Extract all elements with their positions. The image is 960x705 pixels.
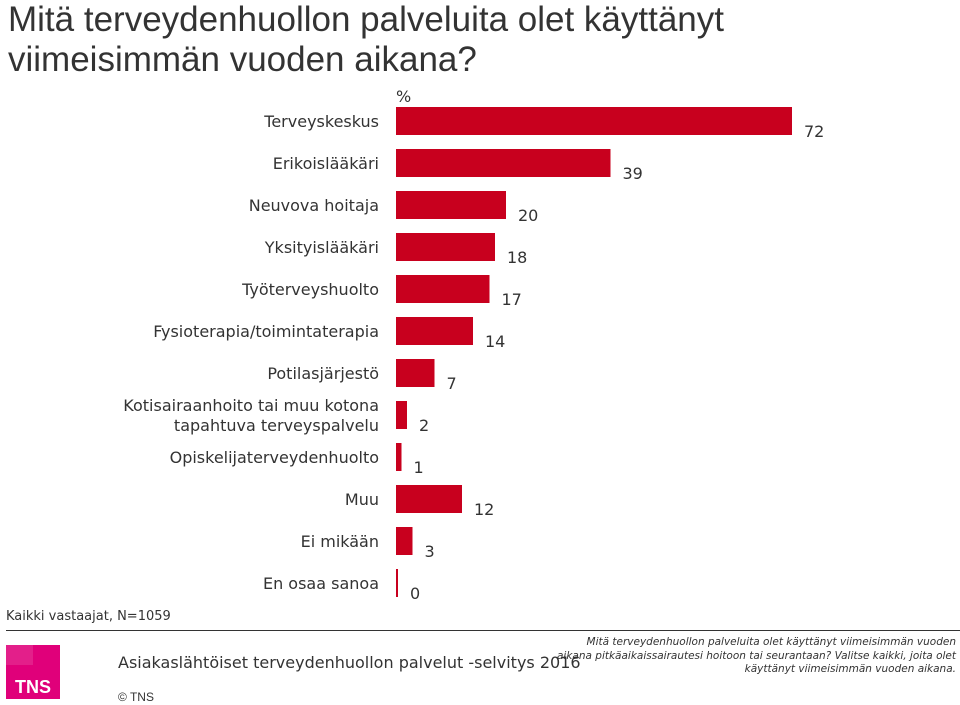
value-label: 2 bbox=[419, 416, 429, 435]
bar bbox=[396, 401, 407, 429]
tns-logo: TNS bbox=[6, 645, 60, 699]
category-label: Neuvova hoitaja bbox=[249, 196, 379, 215]
category-label: Työterveyshuolto bbox=[241, 280, 379, 299]
category-label: Kotisairaanhoito tai muu kotona tapahtuva… bbox=[123, 396, 379, 435]
copyright: © TNS bbox=[118, 690, 154, 704]
category-label: Muu bbox=[345, 490, 379, 509]
category-label: Terveyskeskus bbox=[263, 112, 379, 131]
value-label: 18 bbox=[507, 248, 527, 267]
category-label: Fysioterapia/toimintaterapia bbox=[153, 322, 379, 341]
category-label: Ei mikään bbox=[301, 532, 379, 551]
value-label: 39 bbox=[623, 164, 643, 183]
bar bbox=[396, 191, 506, 219]
bar bbox=[396, 359, 435, 387]
chart-title: Mitä terveydenhuollon palveluita olet kä… bbox=[8, 0, 724, 79]
bar bbox=[396, 233, 495, 261]
value-label: 20 bbox=[518, 206, 538, 225]
footer-divider bbox=[6, 630, 960, 631]
value-label: 7 bbox=[447, 374, 457, 393]
value-label: 12 bbox=[474, 500, 494, 519]
value-label: 0 bbox=[410, 584, 420, 600]
category-label: Erikoislääkäri bbox=[273, 154, 379, 173]
value-label: 14 bbox=[485, 332, 505, 351]
bar bbox=[396, 527, 413, 555]
bar bbox=[396, 317, 473, 345]
bar bbox=[396, 569, 398, 597]
bar bbox=[396, 149, 611, 177]
bar bbox=[396, 275, 490, 303]
category-label: Yksityislääkäri bbox=[264, 238, 379, 257]
survey-name: Asiakaslähtöiset terveydenhuollon palvel… bbox=[118, 653, 581, 672]
bar bbox=[396, 443, 402, 471]
bar-chart: %Terveyskeskus72Erikoislääkäri39Neuvova … bbox=[123, 87, 824, 600]
base-note: Kaikki vastaajat, N=1059 bbox=[6, 609, 171, 624]
value-label: 17 bbox=[502, 290, 522, 309]
value-label: 72 bbox=[804, 122, 824, 141]
value-label: 1 bbox=[414, 458, 424, 477]
category-label: Potilasjärjestö bbox=[267, 364, 379, 383]
bar bbox=[396, 485, 462, 513]
logo-text: TNS bbox=[15, 677, 51, 697]
unit-label: % bbox=[396, 87, 411, 106]
value-label: 3 bbox=[425, 542, 435, 561]
category-label: Opiskelijaterveydenhuolto bbox=[170, 448, 379, 467]
bar bbox=[396, 107, 792, 135]
category-label: En osaa sanoa bbox=[263, 574, 379, 593]
question-text: Mitä terveydenhuollon palveluita olet kä… bbox=[556, 636, 956, 675]
